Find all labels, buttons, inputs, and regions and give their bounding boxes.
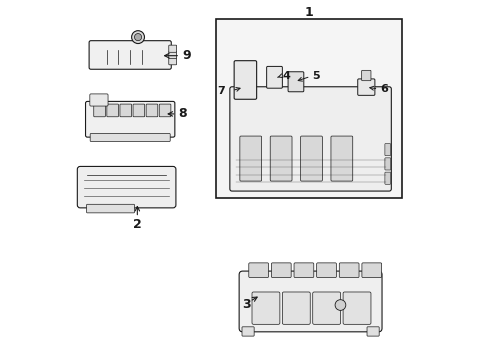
Text: 3: 3 xyxy=(242,298,250,311)
FancyBboxPatch shape xyxy=(85,102,175,137)
FancyBboxPatch shape xyxy=(339,263,358,278)
Text: 1: 1 xyxy=(304,6,312,19)
Circle shape xyxy=(131,31,144,44)
Text: 5: 5 xyxy=(312,71,319,81)
FancyBboxPatch shape xyxy=(251,292,279,324)
FancyBboxPatch shape xyxy=(248,263,268,278)
FancyBboxPatch shape xyxy=(239,271,381,332)
Text: 7: 7 xyxy=(217,86,224,96)
FancyBboxPatch shape xyxy=(266,66,282,88)
FancyBboxPatch shape xyxy=(312,292,340,324)
FancyBboxPatch shape xyxy=(216,19,401,198)
FancyBboxPatch shape xyxy=(384,144,390,156)
FancyBboxPatch shape xyxy=(287,72,303,92)
FancyBboxPatch shape xyxy=(384,172,390,184)
FancyBboxPatch shape xyxy=(343,292,370,324)
FancyBboxPatch shape xyxy=(168,45,176,52)
FancyBboxPatch shape xyxy=(384,158,390,170)
FancyBboxPatch shape xyxy=(168,51,176,59)
FancyBboxPatch shape xyxy=(146,104,158,117)
FancyBboxPatch shape xyxy=(282,292,309,324)
FancyBboxPatch shape xyxy=(86,204,134,213)
FancyBboxPatch shape xyxy=(159,104,170,117)
FancyBboxPatch shape xyxy=(240,136,261,181)
FancyBboxPatch shape xyxy=(107,104,118,117)
FancyBboxPatch shape xyxy=(357,79,374,95)
FancyBboxPatch shape xyxy=(234,61,256,99)
FancyBboxPatch shape xyxy=(271,263,290,278)
FancyBboxPatch shape xyxy=(168,58,176,65)
FancyBboxPatch shape xyxy=(90,134,170,141)
Text: 6: 6 xyxy=(380,84,387,94)
FancyBboxPatch shape xyxy=(120,104,131,117)
FancyBboxPatch shape xyxy=(293,263,313,278)
FancyBboxPatch shape xyxy=(242,327,254,336)
FancyBboxPatch shape xyxy=(330,136,352,181)
FancyBboxPatch shape xyxy=(270,136,291,181)
FancyBboxPatch shape xyxy=(94,104,105,117)
FancyBboxPatch shape xyxy=(229,87,390,191)
Text: 4: 4 xyxy=(282,71,289,81)
Text: 9: 9 xyxy=(182,49,190,62)
Text: 2: 2 xyxy=(133,218,142,231)
FancyBboxPatch shape xyxy=(89,41,171,69)
FancyBboxPatch shape xyxy=(77,166,176,208)
Circle shape xyxy=(134,33,142,41)
FancyBboxPatch shape xyxy=(316,263,336,278)
FancyBboxPatch shape xyxy=(133,104,144,117)
FancyBboxPatch shape xyxy=(361,70,370,81)
Circle shape xyxy=(334,300,345,310)
FancyBboxPatch shape xyxy=(90,94,108,106)
FancyBboxPatch shape xyxy=(366,327,378,336)
FancyBboxPatch shape xyxy=(361,263,381,278)
FancyBboxPatch shape xyxy=(300,136,322,181)
Text: 8: 8 xyxy=(178,107,186,120)
